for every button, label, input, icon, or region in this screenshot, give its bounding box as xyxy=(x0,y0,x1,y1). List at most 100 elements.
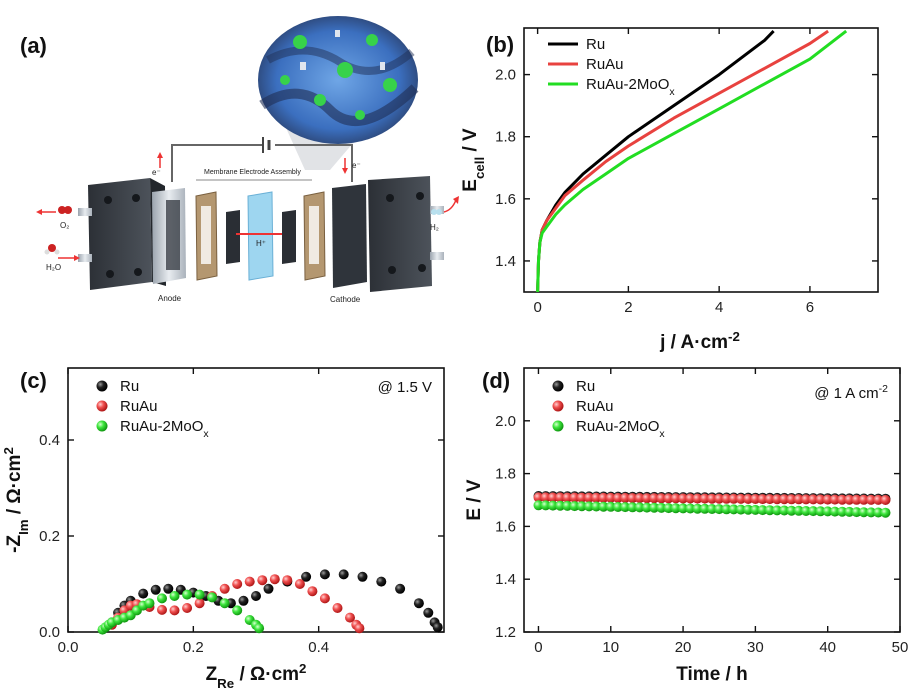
data-point xyxy=(332,603,343,613)
panel-d-stability-chart: (d) 0 10 20 30 40 50 1.2 1.4 1.6 1.8 2.0 Ru RuAu RuAu… xyxy=(464,367,908,685)
data-point xyxy=(779,494,790,505)
cathode-catalyst-layer xyxy=(282,210,296,264)
h2o-label: H₂O xyxy=(46,263,61,272)
y-tick-label: 1.8 xyxy=(495,466,516,483)
data-point xyxy=(598,492,609,503)
nyquist-plot-area: 0.0 0.2 0.4 0.0 0.2 0.4 Ru RuAu RuAu-2MoOx @ 1.5 … xyxy=(1,367,445,691)
membrane-electrode-assembly-label: Membrane Electrode Assembly xyxy=(204,169,301,176)
data-point xyxy=(837,494,848,505)
data-point xyxy=(540,500,551,511)
data-point xyxy=(219,598,230,609)
x-tick-label: 0 xyxy=(533,299,541,316)
h2-molecule-icon xyxy=(431,209,442,215)
axes-frame xyxy=(523,27,879,293)
data-point xyxy=(584,501,595,512)
data-point xyxy=(238,595,249,606)
data-point xyxy=(591,492,602,503)
data-point xyxy=(844,494,855,505)
data-point xyxy=(779,505,790,516)
anode-label: Anode xyxy=(158,294,182,303)
data-point xyxy=(707,493,717,504)
data-point xyxy=(301,571,312,582)
data-point xyxy=(533,492,544,503)
data-point xyxy=(605,492,616,503)
data-point xyxy=(634,502,645,513)
data-point xyxy=(757,494,768,505)
panel-label-c: (c) xyxy=(20,368,47,393)
data-point xyxy=(851,507,862,518)
data-point xyxy=(692,503,703,514)
data-point xyxy=(547,492,558,503)
data-point xyxy=(880,495,891,505)
data-point xyxy=(591,501,602,512)
data-point xyxy=(620,502,631,513)
data-point xyxy=(815,506,826,517)
data-point xyxy=(786,505,797,516)
data-point xyxy=(157,593,167,604)
data-point xyxy=(822,494,833,505)
data-point xyxy=(354,623,365,634)
data-point xyxy=(707,504,717,514)
data-point xyxy=(735,504,746,515)
data-point xyxy=(678,503,689,514)
proton-label: H⁺ xyxy=(256,239,266,248)
legend-label: RuAu xyxy=(576,398,614,415)
x-tick-label: 20 xyxy=(675,639,692,656)
data-point xyxy=(837,506,848,517)
data-point xyxy=(721,493,732,504)
legend-label: RuAu xyxy=(120,398,158,415)
data-point xyxy=(735,493,746,504)
y-tick-label: 2.0 xyxy=(495,67,516,84)
data-point xyxy=(182,603,193,613)
data-point xyxy=(699,503,710,514)
series-line xyxy=(536,29,829,292)
x-tick-label: 2 xyxy=(624,299,632,316)
x-tick-label: 10 xyxy=(602,639,619,656)
data-point xyxy=(138,588,149,599)
data-point xyxy=(319,569,330,580)
data-point xyxy=(219,583,230,594)
series-line xyxy=(536,30,775,292)
electron-label-left: e⁻ xyxy=(152,168,161,177)
data-point xyxy=(569,492,580,503)
cathode-label: Cathode xyxy=(330,295,361,304)
data-point xyxy=(880,507,891,518)
data-point xyxy=(772,494,783,505)
external-circuit-wire xyxy=(171,144,353,182)
o2-label: O₂ xyxy=(60,221,69,230)
data-point xyxy=(678,493,689,504)
legend-label: RuAu xyxy=(586,56,624,73)
data-point xyxy=(584,492,595,503)
data-point xyxy=(605,501,616,512)
legend-label: Ru xyxy=(576,378,595,395)
proton-exchange-membrane xyxy=(247,191,274,281)
data-point xyxy=(815,494,826,505)
data-point xyxy=(620,493,631,503)
data-point xyxy=(163,583,174,594)
y-axis-title: E / V xyxy=(464,479,485,521)
h2o-molecule-icon xyxy=(44,244,60,255)
data-point xyxy=(547,500,558,511)
data-point xyxy=(801,506,811,516)
data-point xyxy=(699,493,710,504)
data-point xyxy=(786,494,797,505)
data-point xyxy=(858,494,869,505)
data-point xyxy=(263,583,274,594)
x-tick-label: 0.4 xyxy=(308,639,329,656)
data-point xyxy=(728,493,739,504)
data-point xyxy=(169,591,180,601)
data-point xyxy=(207,592,218,603)
legend-label: RuAu-2MoOx xyxy=(586,76,675,98)
data-point xyxy=(376,576,387,587)
legend-swatch xyxy=(552,400,564,412)
data-point xyxy=(866,494,877,505)
data-point xyxy=(670,493,681,504)
anode-end-plate xyxy=(88,178,152,290)
y-tick-label: 1.4 xyxy=(495,253,516,270)
x-tick-label: 0.0 xyxy=(58,639,79,656)
x-axis-title: ZRe / Ω·cm2 xyxy=(206,661,307,691)
legend-swatch xyxy=(96,400,108,412)
data-point xyxy=(319,593,330,604)
data-point xyxy=(801,494,811,505)
data-point xyxy=(656,493,667,504)
